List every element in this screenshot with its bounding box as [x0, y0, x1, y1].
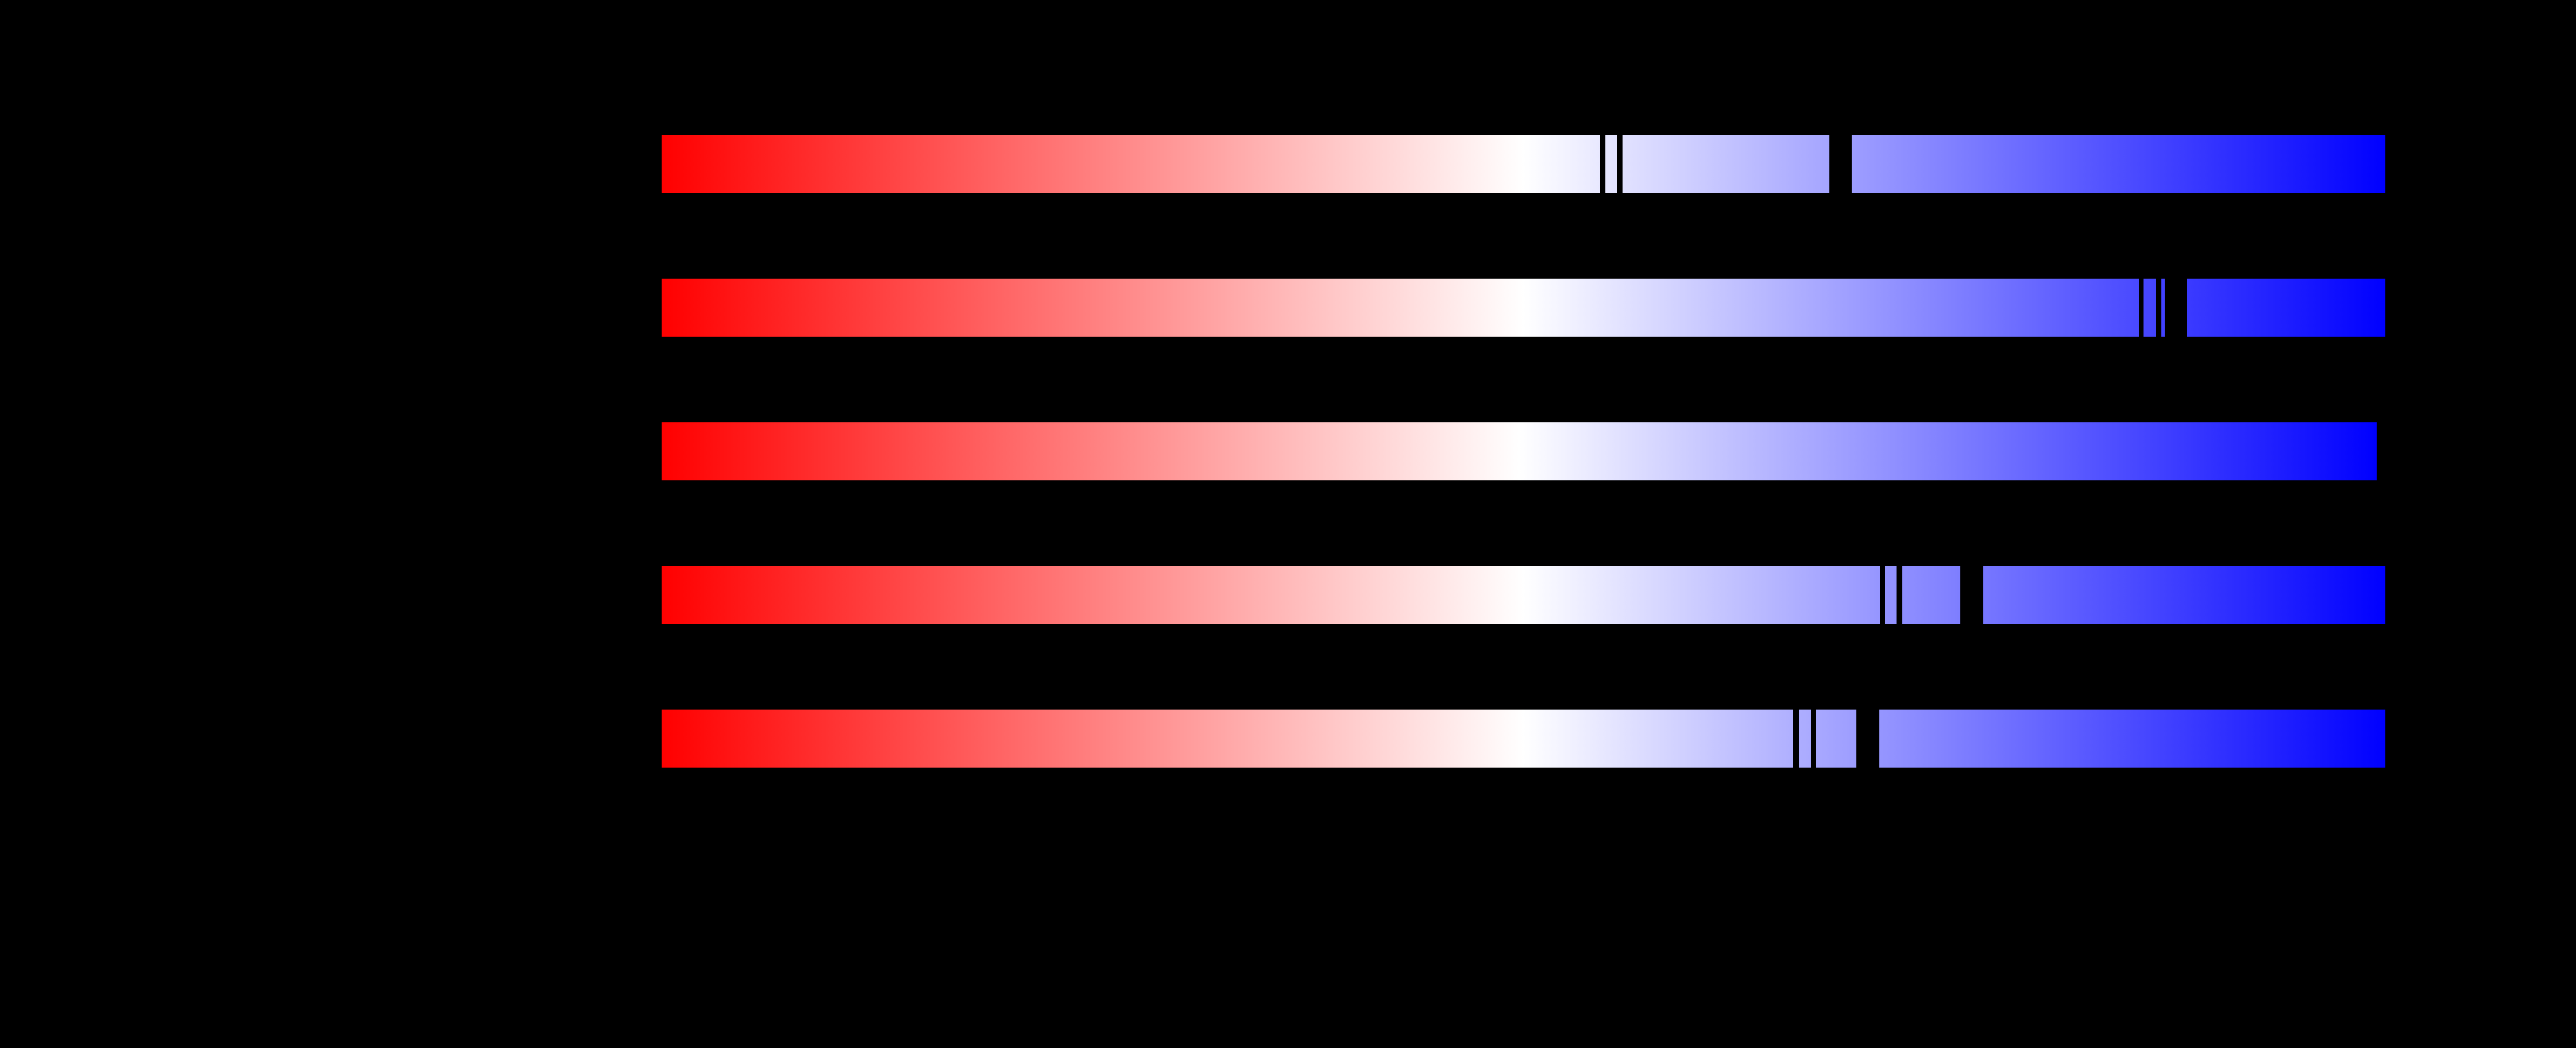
gradient-bar-3: [662, 422, 2377, 480]
bar-gap: [2165, 279, 2187, 337]
gradient-bar-2: [662, 279, 2385, 337]
bar-gap: [1880, 566, 1885, 624]
gradient-bar-1: [662, 135, 2385, 193]
bar-gap: [1960, 566, 1983, 624]
bar-gap: [1811, 710, 1816, 768]
gradient-bar-4: [662, 566, 2385, 624]
bar-gap: [1617, 135, 1623, 193]
bar-gap: [1793, 710, 1799, 768]
bar-gap: [1600, 135, 1605, 193]
bar-gap: [1897, 566, 1902, 624]
gradient-bar-5: [662, 710, 2385, 768]
bar-gap: [2139, 279, 2144, 337]
bar-gap: [1829, 135, 1852, 193]
bar-gap: [1856, 710, 1879, 768]
bar-gap: [2156, 279, 2161, 337]
